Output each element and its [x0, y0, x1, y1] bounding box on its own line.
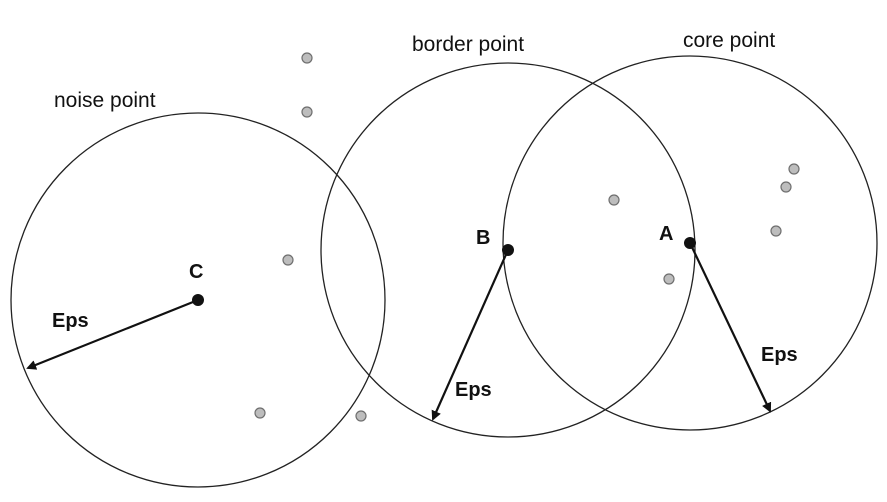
data-point [788, 163, 800, 175]
point-c [192, 294, 204, 306]
border-point-label: border point [412, 33, 524, 56]
data-point [355, 410, 367, 422]
point-a-label: A [659, 223, 673, 245]
noise-point-label: noise point [54, 89, 156, 112]
eps-label-a: Eps [761, 344, 798, 366]
point-c-label: C [189, 261, 203, 283]
data-point [608, 194, 620, 206]
data-point [301, 106, 313, 118]
eps-label-b: Eps [455, 379, 492, 401]
border-point-neighborhood-circle [320, 62, 696, 438]
core-point-label: core point [683, 29, 775, 52]
data-point [770, 225, 782, 237]
point-a [684, 237, 696, 249]
eps-radius-arrow-b [431, 249, 510, 421]
data-point [254, 407, 266, 419]
data-point [282, 254, 294, 266]
eps-label-c: Eps [52, 310, 89, 332]
point-b-label: B [476, 227, 490, 249]
data-point [301, 52, 313, 64]
noise-point-neighborhood-circle [10, 112, 386, 488]
core-point-neighborhood-circle [502, 55, 878, 431]
point-b [502, 244, 514, 256]
eps-radius-arrow-c [26, 298, 199, 370]
data-point [663, 273, 675, 285]
eps-radius-arrow-a [689, 242, 772, 413]
data-point [780, 181, 792, 193]
